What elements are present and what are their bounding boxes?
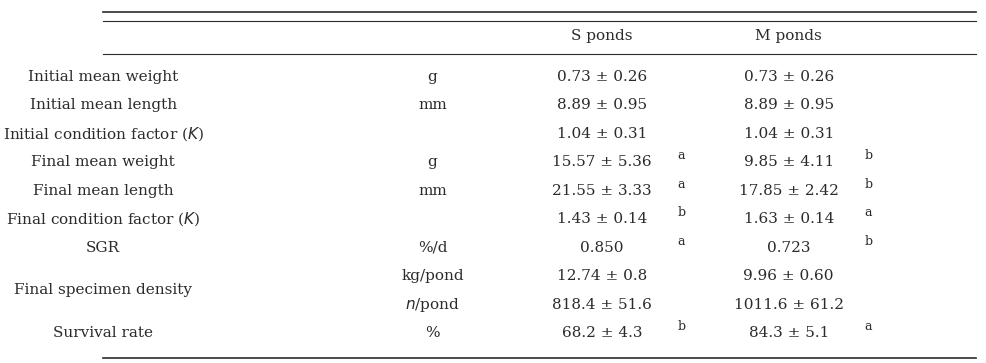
Text: 1011.6 ± 61.2: 1011.6 ± 61.2 bbox=[734, 298, 844, 311]
Text: Initial condition factor ($\it{K}$): Initial condition factor ($\it{K}$) bbox=[3, 125, 204, 143]
Text: b: b bbox=[677, 206, 685, 219]
Text: 1.04 ± 0.31: 1.04 ± 0.31 bbox=[743, 127, 834, 141]
Text: SGR: SGR bbox=[86, 241, 120, 254]
Text: Initial mean weight: Initial mean weight bbox=[28, 70, 178, 84]
Text: 8.89 ± 0.95: 8.89 ± 0.95 bbox=[557, 98, 647, 112]
Text: 9.85 ± 4.11: 9.85 ± 4.11 bbox=[743, 155, 834, 169]
Text: b: b bbox=[865, 178, 873, 191]
Text: a: a bbox=[677, 178, 685, 191]
Text: $\it{n}$/pond: $\it{n}$/pond bbox=[405, 295, 460, 314]
Text: 8.89 ± 0.95: 8.89 ± 0.95 bbox=[743, 98, 834, 112]
Text: 1.43 ± 0.14: 1.43 ± 0.14 bbox=[556, 212, 647, 226]
Text: 1.63 ± 0.14: 1.63 ± 0.14 bbox=[743, 212, 834, 226]
Text: %: % bbox=[425, 326, 440, 340]
Text: Final condition factor ($\it{K}$): Final condition factor ($\it{K}$) bbox=[6, 210, 200, 228]
Text: 0.73 ± 0.26: 0.73 ± 0.26 bbox=[743, 70, 834, 84]
Text: a: a bbox=[865, 206, 872, 219]
Text: Initial mean length: Initial mean length bbox=[30, 98, 176, 112]
Text: b: b bbox=[865, 149, 873, 162]
Text: %/d: %/d bbox=[418, 241, 448, 254]
Text: g: g bbox=[428, 70, 438, 84]
Text: 0.723: 0.723 bbox=[767, 241, 810, 254]
Text: mm: mm bbox=[418, 184, 447, 198]
Text: S ponds: S ponds bbox=[571, 29, 632, 42]
Text: a: a bbox=[865, 320, 872, 333]
Text: kg/pond: kg/pond bbox=[401, 269, 463, 283]
Text: 0.850: 0.850 bbox=[580, 241, 623, 254]
Text: 15.57 ± 5.36: 15.57 ± 5.36 bbox=[552, 155, 652, 169]
Text: 68.2 ± 4.3: 68.2 ± 4.3 bbox=[561, 326, 642, 340]
Text: 1.04 ± 0.31: 1.04 ± 0.31 bbox=[556, 127, 647, 141]
Text: M ponds: M ponds bbox=[755, 29, 822, 42]
Text: Survival rate: Survival rate bbox=[53, 326, 153, 340]
Text: a: a bbox=[677, 149, 685, 162]
Text: 0.73 ± 0.26: 0.73 ± 0.26 bbox=[557, 70, 647, 84]
Text: b: b bbox=[677, 320, 685, 333]
Text: a: a bbox=[677, 234, 685, 248]
Text: 9.96 ± 0.60: 9.96 ± 0.60 bbox=[743, 269, 834, 283]
Text: 12.74 ± 0.8: 12.74 ± 0.8 bbox=[557, 269, 647, 283]
Text: Final specimen density: Final specimen density bbox=[14, 283, 192, 297]
Text: 84.3 ± 5.1: 84.3 ± 5.1 bbox=[748, 326, 829, 340]
Text: 17.85 ± 2.42: 17.85 ± 2.42 bbox=[739, 184, 839, 198]
Text: mm: mm bbox=[418, 98, 447, 112]
Text: 818.4 ± 51.6: 818.4 ± 51.6 bbox=[552, 298, 652, 311]
Text: b: b bbox=[865, 234, 873, 248]
Text: Final mean length: Final mean length bbox=[33, 184, 174, 198]
Text: g: g bbox=[428, 155, 438, 169]
Text: Final mean weight: Final mean weight bbox=[32, 155, 176, 169]
Text: 21.55 ± 3.33: 21.55 ± 3.33 bbox=[552, 184, 652, 198]
